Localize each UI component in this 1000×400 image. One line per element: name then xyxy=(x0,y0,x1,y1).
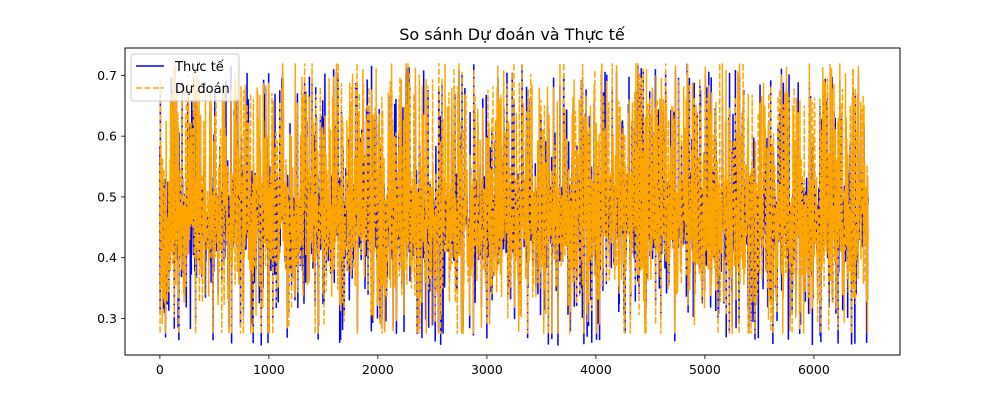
chart-title: So sánh Dự đoán và Thực tế xyxy=(399,25,625,44)
y-tick-label: 0.5 xyxy=(97,189,117,204)
x-tick-label: 4000 xyxy=(580,362,612,377)
series-line-du-doan xyxy=(159,62,869,334)
y-tick-label: 0.7 xyxy=(97,68,117,83)
y-tick-label: 0.3 xyxy=(97,311,117,326)
legend-label-du-doan: Dự đoán xyxy=(175,82,230,97)
x-tick-label: 5000 xyxy=(689,362,721,377)
plot-area xyxy=(159,62,869,346)
plot-frame xyxy=(124,47,901,356)
x-tick-label: 2000 xyxy=(362,362,394,377)
x-tick-label: 0 xyxy=(156,362,164,377)
y-tick-label: 0.4 xyxy=(97,250,117,265)
x-tick-label: 1000 xyxy=(253,362,285,377)
legend: Thực tế Dự đoán xyxy=(130,53,240,102)
x-axis: 0 1000 2000 3000 4000 5000 6000 xyxy=(156,355,830,377)
legend-label-thuc-te: Thực tế xyxy=(174,60,224,75)
y-axis: 0.3 0.4 0.5 0.6 0.7 xyxy=(97,68,125,326)
x-tick-label: 3000 xyxy=(471,362,503,377)
x-tick-label: 6000 xyxy=(798,362,830,377)
y-tick-label: 0.6 xyxy=(97,129,117,144)
